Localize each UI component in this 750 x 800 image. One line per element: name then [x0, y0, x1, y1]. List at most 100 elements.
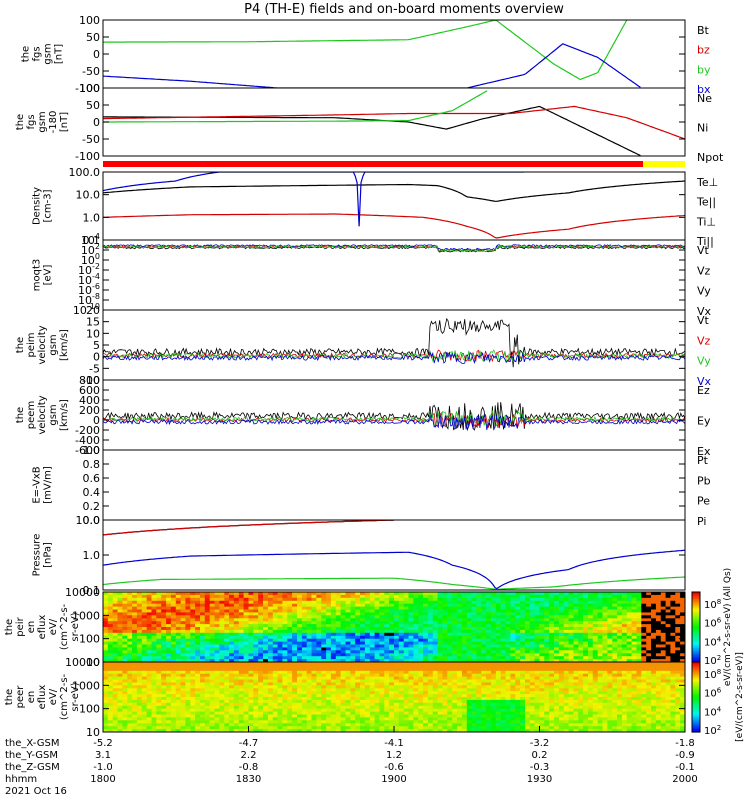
spectrogram-cell — [505, 609, 511, 613]
spectrogram-cell — [437, 673, 443, 678]
spectrogram-cell — [510, 612, 516, 616]
spectrogram-cell — [122, 597, 128, 602]
spectrogram-cell — [335, 609, 342, 613]
spectrogram-cell — [335, 597, 342, 602]
spectrogram-cell — [529, 656, 536, 660]
spectrogram-cell — [355, 653, 361, 657]
spectrogram-cell — [665, 644, 671, 648]
spectrogram-cell — [132, 594, 138, 599]
spectrogram-cell — [539, 650, 545, 654]
spectrogram-cell — [297, 615, 303, 619]
spectrogram-cell — [292, 635, 298, 640]
spectrogram-cell — [316, 726, 322, 730]
spectrogram-cell — [403, 694, 410, 698]
spectrogram-cell — [408, 717, 414, 721]
spectrogram-cell — [495, 650, 502, 654]
spectrogram-cell — [340, 723, 346, 727]
spectrogram-cell — [457, 726, 463, 730]
spectrogram-cell — [185, 705, 191, 710]
spectrogram-cell — [306, 720, 313, 724]
spectrogram-cell — [588, 609, 594, 613]
spectrogram-cell — [457, 650, 463, 654]
spectrogram-cell — [146, 664, 153, 669]
spectrogram-cell — [394, 662, 400, 666]
spectrogram-cell — [340, 717, 346, 721]
spectrogram-cell — [457, 627, 463, 631]
spectrogram-cell — [539, 615, 545, 619]
spectrogram-cell — [452, 592, 458, 596]
spectrogram-cell — [141, 647, 148, 651]
spectrogram-cell — [394, 682, 400, 686]
spectrogram-cell — [204, 606, 211, 611]
spectrogram-cell — [170, 729, 177, 732]
spectrogram-cell — [408, 615, 414, 619]
spectrogram-cell — [651, 632, 657, 637]
spectrogram-cell — [214, 705, 220, 710]
spectrogram-cell — [670, 600, 676, 605]
spectrogram-cell — [117, 600, 123, 605]
spectrogram-cell — [306, 688, 313, 692]
spectrogram-cell — [301, 606, 308, 611]
spectrogram-cell — [258, 717, 264, 721]
spectrogram-cell — [369, 708, 376, 713]
spectrogram-cell — [229, 717, 235, 721]
spectrogram-cell — [107, 612, 114, 616]
spectrogram-cell — [263, 603, 269, 608]
spectrogram-cell — [258, 627, 264, 631]
spectrogram-cell — [442, 650, 448, 654]
spectrogram-cell — [607, 629, 613, 634]
spectrogram-cell — [549, 659, 555, 662]
spectrogram-cell — [646, 603, 652, 608]
spectrogram-cell — [578, 606, 584, 611]
spectrogram-cell — [573, 632, 579, 637]
legend-vx: Vx — [697, 375, 712, 388]
spectrogram-cell — [486, 644, 492, 648]
spectrogram-cell — [243, 691, 249, 695]
spectrogram-cell — [282, 673, 288, 678]
spectrogram-cell — [452, 650, 458, 654]
spectrogram-cell — [369, 688, 376, 692]
spectrogram-cell — [457, 632, 463, 637]
spectrogram-cell — [277, 592, 283, 596]
spectrogram-cell — [146, 702, 153, 707]
spectrogram-cell — [267, 729, 274, 732]
spectrogram-cell — [209, 624, 216, 628]
spectrogram-cell — [224, 627, 230, 631]
spectrogram-cell — [277, 650, 283, 654]
spectrogram-cell — [360, 612, 366, 616]
spectrogram-cell — [350, 612, 356, 616]
spectrogram-cell — [355, 618, 361, 622]
spectrogram-cell — [461, 615, 468, 619]
spectrogram-cell — [568, 612, 574, 616]
spectrogram-cell — [355, 694, 361, 698]
spectrogram-cell — [248, 711, 254, 716]
spectrogram-cell — [321, 650, 327, 654]
spectrogram-cell — [272, 618, 279, 622]
spectrogram-cell — [491, 606, 497, 611]
spectrogram-cell — [515, 627, 521, 631]
spectrogram-cell — [583, 618, 589, 622]
spectrogram-cell — [306, 653, 313, 657]
spectrogram-cell — [107, 644, 114, 648]
spectrogram-cell — [146, 662, 153, 666]
spectrogram-cell — [394, 629, 400, 634]
spectrogram-cell — [360, 635, 366, 640]
spectrogram-cell — [447, 699, 453, 704]
spectrogram-cell — [641, 594, 647, 599]
spectrogram-cell — [340, 720, 346, 724]
spectrogram-cell — [253, 621, 259, 625]
spectrogram-cell — [107, 627, 114, 631]
spectrogram-cell — [166, 621, 172, 625]
legend-vy: Vy — [697, 285, 711, 298]
spectrogram-cell — [214, 641, 220, 646]
spectrogram-cell — [151, 597, 157, 602]
spectrogram-cell — [112, 714, 119, 718]
spectrogram-cell — [190, 717, 196, 721]
spectrogram-cell — [452, 729, 458, 732]
spectrogram-cell — [554, 656, 560, 660]
spectrogram-cell — [112, 691, 119, 695]
spectrogram-cell — [219, 726, 225, 730]
spectrogram-cell — [340, 609, 346, 613]
spectrogram-cell — [423, 664, 429, 669]
spectrogram-cell — [122, 670, 128, 675]
